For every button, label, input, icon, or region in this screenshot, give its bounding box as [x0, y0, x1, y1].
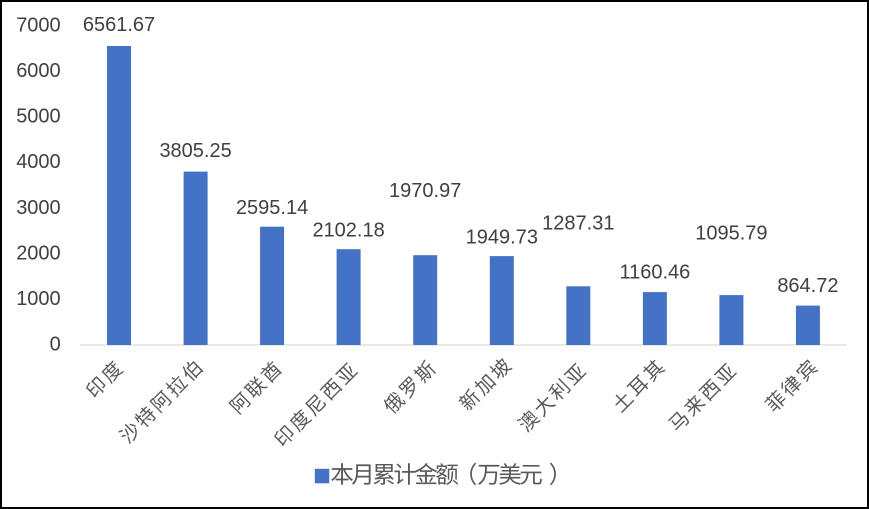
- svg-text:864.72: 864.72: [777, 275, 838, 297]
- svg-text:1287.31: 1287.31: [542, 213, 614, 235]
- svg-text:1949.73: 1949.73: [466, 226, 538, 248]
- svg-text:7000: 7000: [16, 15, 61, 37]
- svg-text:6000: 6000: [16, 60, 61, 82]
- svg-text:3000: 3000: [16, 197, 61, 219]
- svg-text:1160.46: 1160.46: [619, 262, 690, 284]
- svg-text:1970.97: 1970.97: [389, 180, 461, 202]
- svg-text:2000: 2000: [16, 242, 61, 264]
- svg-text:2595.14: 2595.14: [236, 197, 308, 219]
- svg-text:4000: 4000: [16, 151, 61, 173]
- svg-text:6561.67: 6561.67: [83, 14, 155, 36]
- svg-text:0: 0: [50, 334, 61, 356]
- svg-text:1095.79: 1095.79: [695, 223, 767, 245]
- svg-text:3805.25: 3805.25: [159, 140, 231, 162]
- svg-text:1000: 1000: [16, 288, 61, 310]
- svg-text:5000: 5000: [16, 106, 61, 128]
- svg-text:2102.18: 2102.18: [312, 219, 384, 241]
